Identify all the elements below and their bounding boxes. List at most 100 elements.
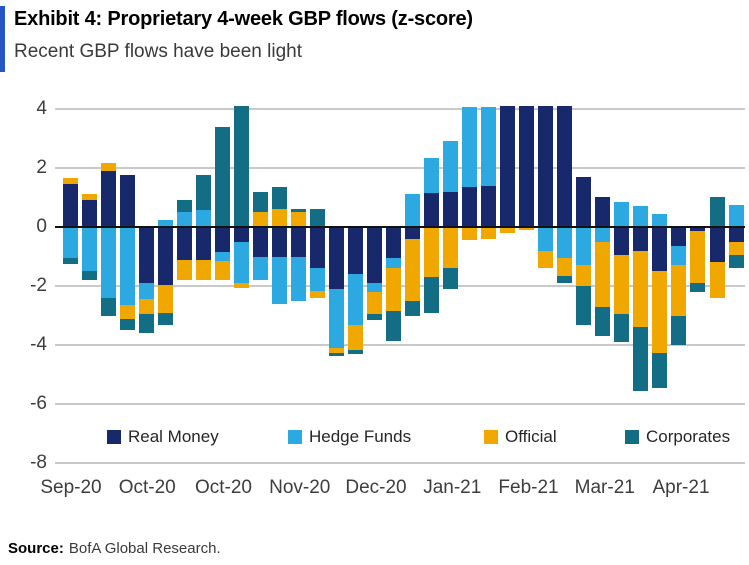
- bar-segment-corporates: [138, 314, 154, 334]
- bar-segment-official: [290, 212, 306, 227]
- bar-segment-hedge-funds: [157, 219, 173, 227]
- bar-segment-hedge-funds: [443, 141, 459, 192]
- bar-segment-hedge-funds: [633, 206, 649, 227]
- bar-segment-official: [347, 324, 363, 350]
- x-axis-label: Apr-21: [652, 477, 710, 498]
- bar-segment-real-money: [595, 197, 611, 227]
- bar-segment-real-money: [309, 227, 325, 269]
- bar-segment-corporates: [62, 258, 78, 264]
- bar-segment-official: [252, 212, 268, 227]
- bar-segment-corporates: [671, 315, 687, 346]
- bar-segment-corporates: [309, 209, 325, 227]
- bar-segment-real-money: [538, 105, 554, 227]
- bar-segment-hedge-funds: [176, 212, 192, 227]
- bar-segment-official: [576, 265, 592, 287]
- legend-item-hedge-funds: Hedge Funds: [288, 427, 411, 447]
- bar-segment-hedge-funds: [462, 107, 478, 188]
- bar-segment-official: [481, 227, 497, 239]
- bar-segment-real-money: [62, 184, 78, 227]
- bar-segment-corporates: [81, 271, 97, 281]
- bar-segment-real-money: [252, 227, 268, 257]
- bar-segment-official: [233, 283, 249, 288]
- bar-segment-real-money: [233, 227, 249, 242]
- bar-segment-corporates: [405, 300, 421, 316]
- bar-segment-official: [614, 255, 630, 315]
- bar-segment-real-money: [728, 227, 744, 242]
- bar-segment-hedge-funds: [195, 210, 211, 227]
- bar-segment-real-money: [424, 193, 440, 227]
- bar-segment-corporates: [290, 209, 306, 213]
- y-tick-label: 4: [36, 97, 47, 119]
- bar-segment-official: [100, 163, 116, 171]
- bar-segment-corporates: [709, 197, 725, 227]
- bar-segment-hedge-funds: [481, 107, 497, 186]
- bar-segment-official: [328, 348, 344, 353]
- bar-segment-real-money: [557, 105, 573, 227]
- bar-segment-real-money: [576, 176, 592, 227]
- bar-segment-real-money: [290, 227, 306, 257]
- bar-segment-real-money: [100, 170, 116, 227]
- y-tick-label: -8: [30, 452, 47, 474]
- bar-segment-real-money: [195, 227, 211, 260]
- bar-segment-corporates: [176, 200, 192, 213]
- x-axis-label: Mar-21: [574, 477, 635, 498]
- bar-segment-real-money: [386, 227, 401, 259]
- bar-segment-hedge-funds: [347, 274, 363, 325]
- x-axis-label: Oct-20: [194, 477, 253, 498]
- bar-segment-hedge-funds: [652, 213, 668, 227]
- x-axis-label: Feb-21: [498, 477, 559, 498]
- bar-segment-corporates: [690, 283, 706, 292]
- bar-segment-real-money: [500, 105, 516, 227]
- legend-swatch-icon: [107, 430, 121, 444]
- bar-segment-hedge-funds: [138, 283, 154, 300]
- bar-segment-official: [595, 241, 611, 307]
- bar-segment-corporates: [424, 277, 440, 313]
- bar-segment-official: [405, 238, 421, 301]
- legend-item-corporates: Corporates: [625, 427, 730, 447]
- bar-segment-official: [214, 260, 230, 281]
- bars-container: [0, 104, 749, 465]
- bar-segment-hedge-funds: [595, 227, 611, 242]
- y-tick-label: -6: [30, 393, 47, 415]
- bar-segment-real-money: [157, 227, 173, 285]
- x-axis-labels: Sep-20 Oct-20 Oct-20 Nov-20 Dec-20 Jan-21 Feb-…: [0, 477, 749, 501]
- bar-segment-real-money: [119, 175, 135, 227]
- bar-segment-official: [500, 227, 516, 233]
- bar-segment-hedge-funds: [252, 256, 268, 281]
- bar-segment-official: [424, 227, 440, 278]
- legend-label: Hedge Funds: [309, 427, 412, 446]
- gridline-y-6: [55, 403, 745, 406]
- bar-segment-hedge-funds: [728, 204, 744, 227]
- exhibit-title: Exhibit 4: Proprietary 4-week GBP flows …: [14, 8, 473, 30]
- bar-segment-corporates: [214, 126, 230, 227]
- bar-segment-hedge-funds: [671, 246, 687, 266]
- source-line: Source: BofA Global Research.: [8, 540, 221, 557]
- legend-label: Real Money: [128, 427, 219, 446]
- bar-segment-official: [271, 209, 287, 227]
- legend-label: Corporates: [646, 427, 731, 446]
- bar-segment-official: [538, 250, 554, 269]
- x-axis-label: Dec-20: [345, 477, 407, 498]
- bar-segment-corporates: [633, 327, 649, 391]
- bar-segment-corporates: [728, 255, 744, 269]
- bar-segment-real-money: [347, 227, 363, 275]
- bar-segment-corporates: [347, 349, 363, 355]
- title-accent-bar: [0, 6, 5, 72]
- bar-segment-real-money: [81, 200, 97, 227]
- chart-subtitle: Recent GBP flows have been light: [14, 41, 302, 62]
- chart-legend: Real Money Hedge Funds Official Corporates: [0, 427, 749, 447]
- bar-segment-official: [62, 178, 78, 185]
- bar-segment-real-money: [328, 227, 344, 290]
- bar-segment-official: [671, 265, 687, 316]
- bar-segment-hedge-funds: [614, 201, 630, 227]
- bar-segment-real-money: [176, 227, 192, 260]
- bar-segment-hedge-funds: [386, 258, 401, 269]
- bar-segment-official: [176, 259, 192, 281]
- bar-segment-corporates: [328, 352, 344, 356]
- bar-segment-official: [557, 258, 573, 276]
- bar-segment-corporates: [252, 191, 268, 213]
- bar-segment-hedge-funds: [214, 252, 230, 261]
- bar-segment-real-money: [690, 227, 706, 232]
- x-axis-label: Sep-20: [40, 477, 102, 498]
- bar-segment-hedge-funds: [81, 227, 97, 272]
